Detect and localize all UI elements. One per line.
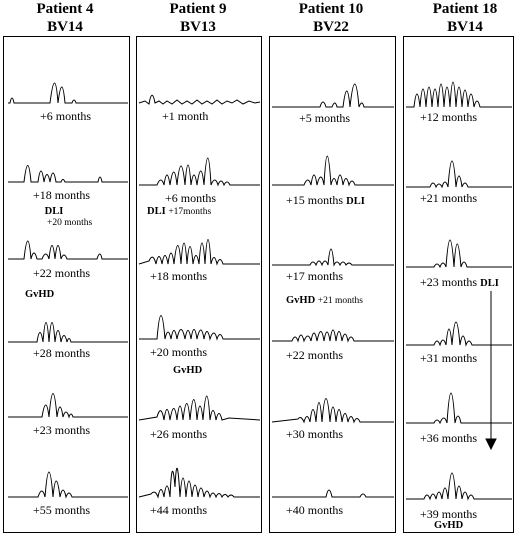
spectratype-traces — [8, 82, 128, 499]
patient-label: Patient 18 — [432, 1, 498, 17]
timepoint-label: +44 months — [150, 503, 208, 517]
timepoint-label: +26 months — [150, 427, 208, 441]
gvhd-annotation: GvHD +21 months — [286, 295, 364, 306]
panel-patient-4: +6 months +18 months DLI +20 months +22 … — [3, 36, 130, 533]
arrow — [485, 291, 497, 451]
trace-1 — [272, 83, 394, 108]
timepoint-label: +17 months — [286, 269, 344, 283]
trace-5 — [271, 398, 394, 424]
patient-label: Patient 9 — [169, 1, 227, 17]
trace-4 — [272, 329, 394, 343]
trace-1 — [138, 94, 261, 105]
spectratype-traces — [271, 83, 394, 498]
timepoint-label: +6 months — [40, 109, 92, 123]
trace-1 — [406, 81, 512, 108]
trace-3 — [272, 248, 394, 267]
timepoint-label: +28 months — [33, 346, 91, 360]
timepoint-label: +21 months — [420, 191, 478, 205]
timepoint-label: +15 months DLI — [286, 193, 365, 207]
trace-5 — [406, 392, 512, 425]
column-header-patient-10: Patient 10 BV22 — [269, 0, 393, 36]
bv-label: BV14 — [47, 19, 83, 35]
trace-6 — [272, 489, 394, 498]
bv-label: BV14 — [447, 19, 483, 35]
timepoint-label: +18 months — [33, 188, 91, 202]
trace-2 — [272, 155, 394, 187]
panel-patient-10: +5 months +15 months DLI +17 months GvHD… — [269, 36, 396, 533]
trace-6 — [138, 467, 260, 499]
trace-3 — [406, 239, 512, 269]
spectratype-traces — [406, 81, 512, 501]
trace-3 — [138, 239, 260, 266]
column-header-patient-9: Patient 9 BV13 — [136, 0, 260, 36]
timepoint-label: +23 months DLI — [420, 275, 499, 289]
trace-2 — [8, 165, 128, 183]
trace-2 — [406, 160, 512, 189]
timepoint-label: +36 months — [420, 431, 478, 445]
timepoint-label: +22 months — [286, 348, 344, 362]
trace-6 — [8, 471, 128, 499]
patient-label: Patient 4 — [36, 1, 94, 17]
trace-5 — [8, 393, 128, 419]
timepoint-label: +30 months — [286, 427, 344, 441]
bv-label: BV22 — [313, 19, 349, 35]
timepoint-label: +23 months — [33, 423, 91, 437]
column-header-patient-4: Patient 4 BV14 — [3, 0, 127, 36]
trace-6 — [406, 472, 512, 501]
timepoint-label: +39 months — [420, 507, 478, 521]
timepoint-label: +22 months — [33, 266, 91, 280]
gvhd-annotation: GvHD — [173, 365, 203, 376]
timepoint-label: +12 months — [420, 110, 478, 124]
panel-patient-9: +1 month +6 months DLI +17months +18 mon… — [136, 36, 262, 533]
column-header-patient-18: Patient 18 BV14 — [403, 0, 520, 36]
gvhd-annotation: GvHD — [434, 520, 464, 531]
trace-3 — [8, 240, 128, 260]
trace-4 — [139, 315, 260, 341]
timepoint-label: +40 months — [286, 503, 344, 517]
timepoint-label: +18 months — [150, 269, 208, 283]
dli-annotation: DLI +17months — [147, 206, 212, 217]
bv-label: BV13 — [180, 19, 216, 35]
gvhd-annotation: GvHD — [25, 289, 55, 300]
timepoint-label: +55 months — [33, 503, 91, 517]
trace-4 — [406, 321, 512, 347]
trace-1 — [8, 82, 128, 104]
dli-annotation: DLI — [44, 206, 64, 217]
dli-annotation: DLI — [480, 278, 499, 289]
trace-4 — [8, 322, 128, 344]
timepoint-label: +31 months — [420, 351, 478, 365]
patient-label: Patient 10 — [298, 1, 364, 17]
trace-2 — [139, 157, 260, 187]
spectratype-traces — [138, 94, 261, 499]
timepoint-label: +6 months — [165, 191, 217, 205]
panel-patient-18: +12 months +21 months +23 months DLI +31… — [403, 36, 514, 533]
timepoint-label: +5 months — [299, 111, 351, 125]
timepoint-label: +1 month — [162, 109, 209, 123]
dli-date: +20 months — [47, 218, 93, 228]
dli-annotation: DLI — [346, 196, 365, 207]
timepoint-label: +20 months — [150, 345, 208, 359]
trace-5 — [138, 395, 261, 421]
